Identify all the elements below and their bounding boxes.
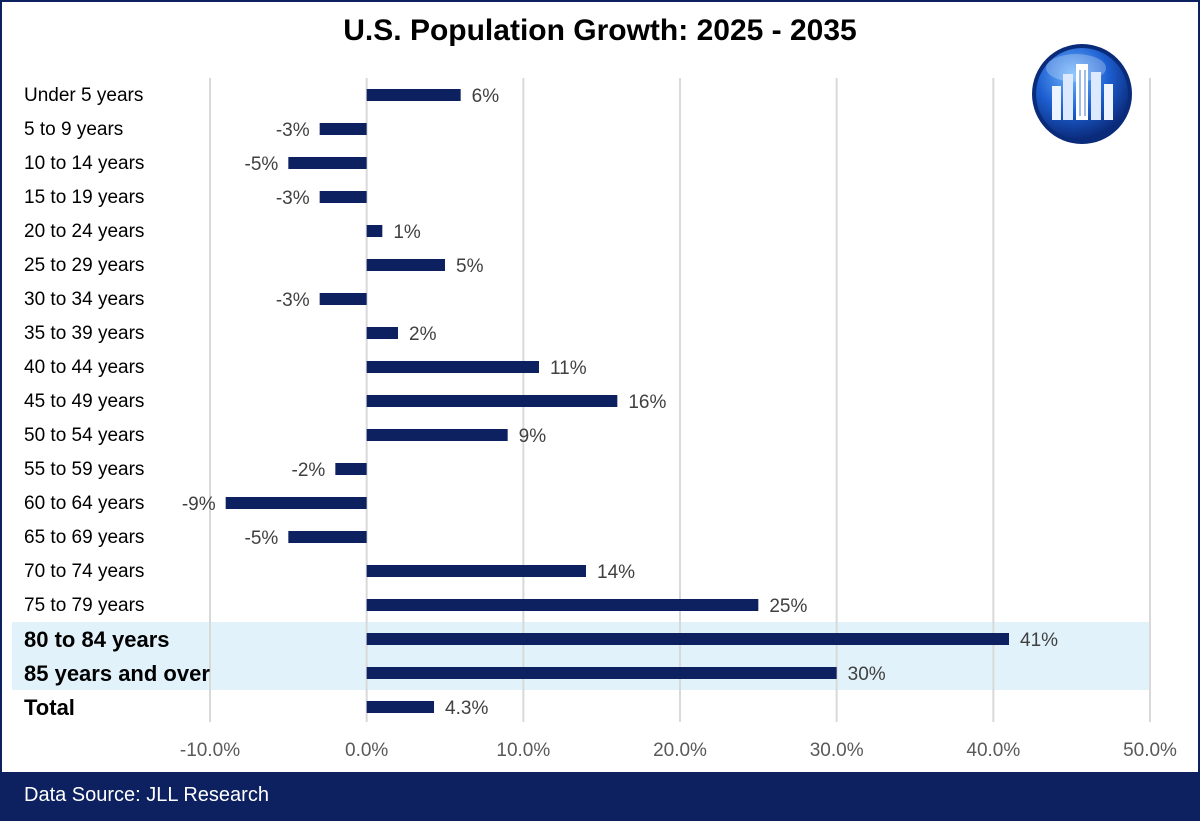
- data-label: 25%: [769, 596, 807, 617]
- category-label-layer: Under 5 years 5 to 9 years 10 to 14 years 1…: [24, 85, 210, 720]
- bar-85-years-and-over: [366, 667, 837, 679]
- footer-bar: Data Source: JLL Research: [0, 772, 1200, 821]
- category-label: 80 to 84 years: [24, 627, 170, 652]
- category-label: 45 to 49 years: [24, 391, 144, 412]
- bar-50-to-54-years: [366, 429, 508, 441]
- bar-layer: [225, 89, 1010, 713]
- data-label: -5%: [245, 528, 279, 549]
- bar-under-5-years: [366, 89, 461, 101]
- data-label: -9%: [182, 494, 216, 515]
- data-label: 1%: [393, 222, 421, 243]
- category-label: 70 to 74 years: [24, 561, 144, 582]
- bar-15-to-19-years: [319, 191, 367, 203]
- bar-80-to-84-years: [366, 633, 1010, 645]
- category-label: 35 to 39 years: [24, 323, 144, 344]
- data-label: -3%: [276, 290, 310, 311]
- data-label: 6%: [472, 86, 500, 107]
- x-tick-label: 10.0%: [496, 740, 550, 761]
- bar-55-to-59-years: [335, 463, 367, 475]
- category-label: 85 years and over: [24, 661, 210, 686]
- bar-45-to-49-years: [366, 395, 618, 407]
- x-tick-label: -10.0%: [180, 740, 240, 761]
- bar-35-to-39-years: [366, 327, 398, 339]
- data-label: -3%: [276, 188, 310, 209]
- category-label: 55 to 59 years: [24, 459, 144, 480]
- category-label: 65 to 69 years: [24, 527, 144, 548]
- x-tick-label: 0.0%: [345, 740, 388, 761]
- category-label: Under 5 years: [24, 85, 143, 106]
- x-tick-label: 40.0%: [966, 740, 1020, 761]
- bar-70-to-74-years: [366, 565, 586, 577]
- label-layer: 6% -3% -5% -3% 1% 5% -3% 2% 11% 16% 9% -2% -9% -5% 14%…: [182, 86, 1058, 719]
- bar-75-to-79-years: [366, 599, 759, 611]
- category-label: 10 to 14 years: [24, 153, 144, 174]
- city-buildings-globe-icon: [1032, 44, 1132, 144]
- data-label: 14%: [597, 562, 635, 583]
- bar-total: [366, 701, 435, 713]
- bar-10-to-14-years: [288, 157, 367, 169]
- data-label: -5%: [245, 154, 279, 175]
- chart-title: U.S. Population Growth: 2025 - 2035: [343, 14, 857, 47]
- bar-40-to-44-years: [366, 361, 539, 373]
- category-label: 5 to 9 years: [24, 119, 123, 140]
- data-label: 2%: [409, 324, 437, 345]
- data-source-text: Data Source: JLL Research: [24, 784, 269, 806]
- bar-20-to-24-years: [366, 225, 383, 237]
- bar-25-to-29-years: [366, 259, 445, 271]
- bar-5-to-9-years: [319, 123, 367, 135]
- category-label: 40 to 44 years: [24, 357, 144, 378]
- data-label: 16%: [628, 392, 666, 413]
- category-label: 30 to 34 years: [24, 289, 144, 310]
- data-label: 4.3%: [445, 698, 488, 719]
- data-label: 41%: [1020, 630, 1058, 651]
- category-label: 60 to 64 years: [24, 493, 144, 514]
- data-label: 9%: [519, 426, 547, 447]
- bar-65-to-69-years: [288, 531, 367, 543]
- data-label: -2%: [292, 460, 326, 481]
- data-label: 11%: [550, 358, 587, 379]
- x-tick-label: 20.0%: [653, 740, 707, 761]
- category-label: 25 to 29 years: [24, 255, 144, 276]
- bar-30-to-34-years: [319, 293, 367, 305]
- bar-60-to-64-years: [225, 497, 367, 509]
- category-label: 75 to 79 years: [24, 595, 144, 616]
- category-label: 15 to 19 years: [24, 187, 144, 208]
- x-tick-label: 50.0%: [1123, 740, 1177, 761]
- category-label: 20 to 24 years: [24, 221, 144, 242]
- data-label: 5%: [456, 256, 484, 277]
- category-label: 50 to 54 years: [24, 425, 144, 446]
- x-tick-label-layer: -10.0% 0.0% 10.0% 20.0% 30.0% 40.0% 50.0%: [180, 740, 1177, 761]
- data-label: 30%: [848, 664, 886, 685]
- x-tick-label: 30.0%: [810, 740, 864, 761]
- data-label: -3%: [276, 120, 310, 141]
- category-label: Total: [24, 695, 75, 720]
